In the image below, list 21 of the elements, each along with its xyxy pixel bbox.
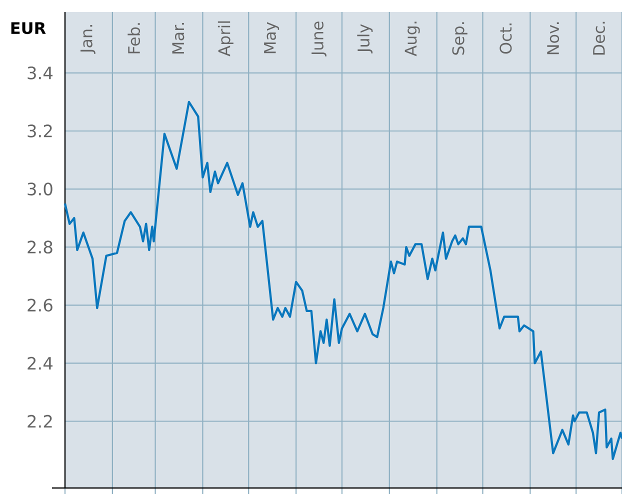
x-tick-label: Oct. [500,24,512,54]
x-tick-label: Dec. [593,22,606,55]
y-tick-label: 3.2 [28,124,52,138]
y-tick-label: 2.6 [28,298,52,312]
y-tick-label: 3.4 [28,66,53,80]
y-tick-label: 2.4 [28,356,53,370]
x-tick-label: April [218,21,234,56]
x-tick-label: Nov. [547,22,560,54]
x-tick-label: Jan. [80,25,96,54]
x-tick-label: July [357,24,373,54]
x-tick-label: Aug. [404,22,420,56]
y-tick-label: 3.0 [28,182,52,196]
x-tick-label: Feb. [128,23,140,54]
x-tick-label: May [264,22,280,54]
x-tick-label: Mar. [172,22,184,54]
y-axis-title: EUR [11,22,46,34]
y-tick-label: 2.8 [28,240,52,254]
line-series [64,100,622,460]
x-tick-label: June [312,22,326,56]
x-tick-label: Sep. [452,22,468,55]
y-tick-label: 2.2 [28,414,52,428]
